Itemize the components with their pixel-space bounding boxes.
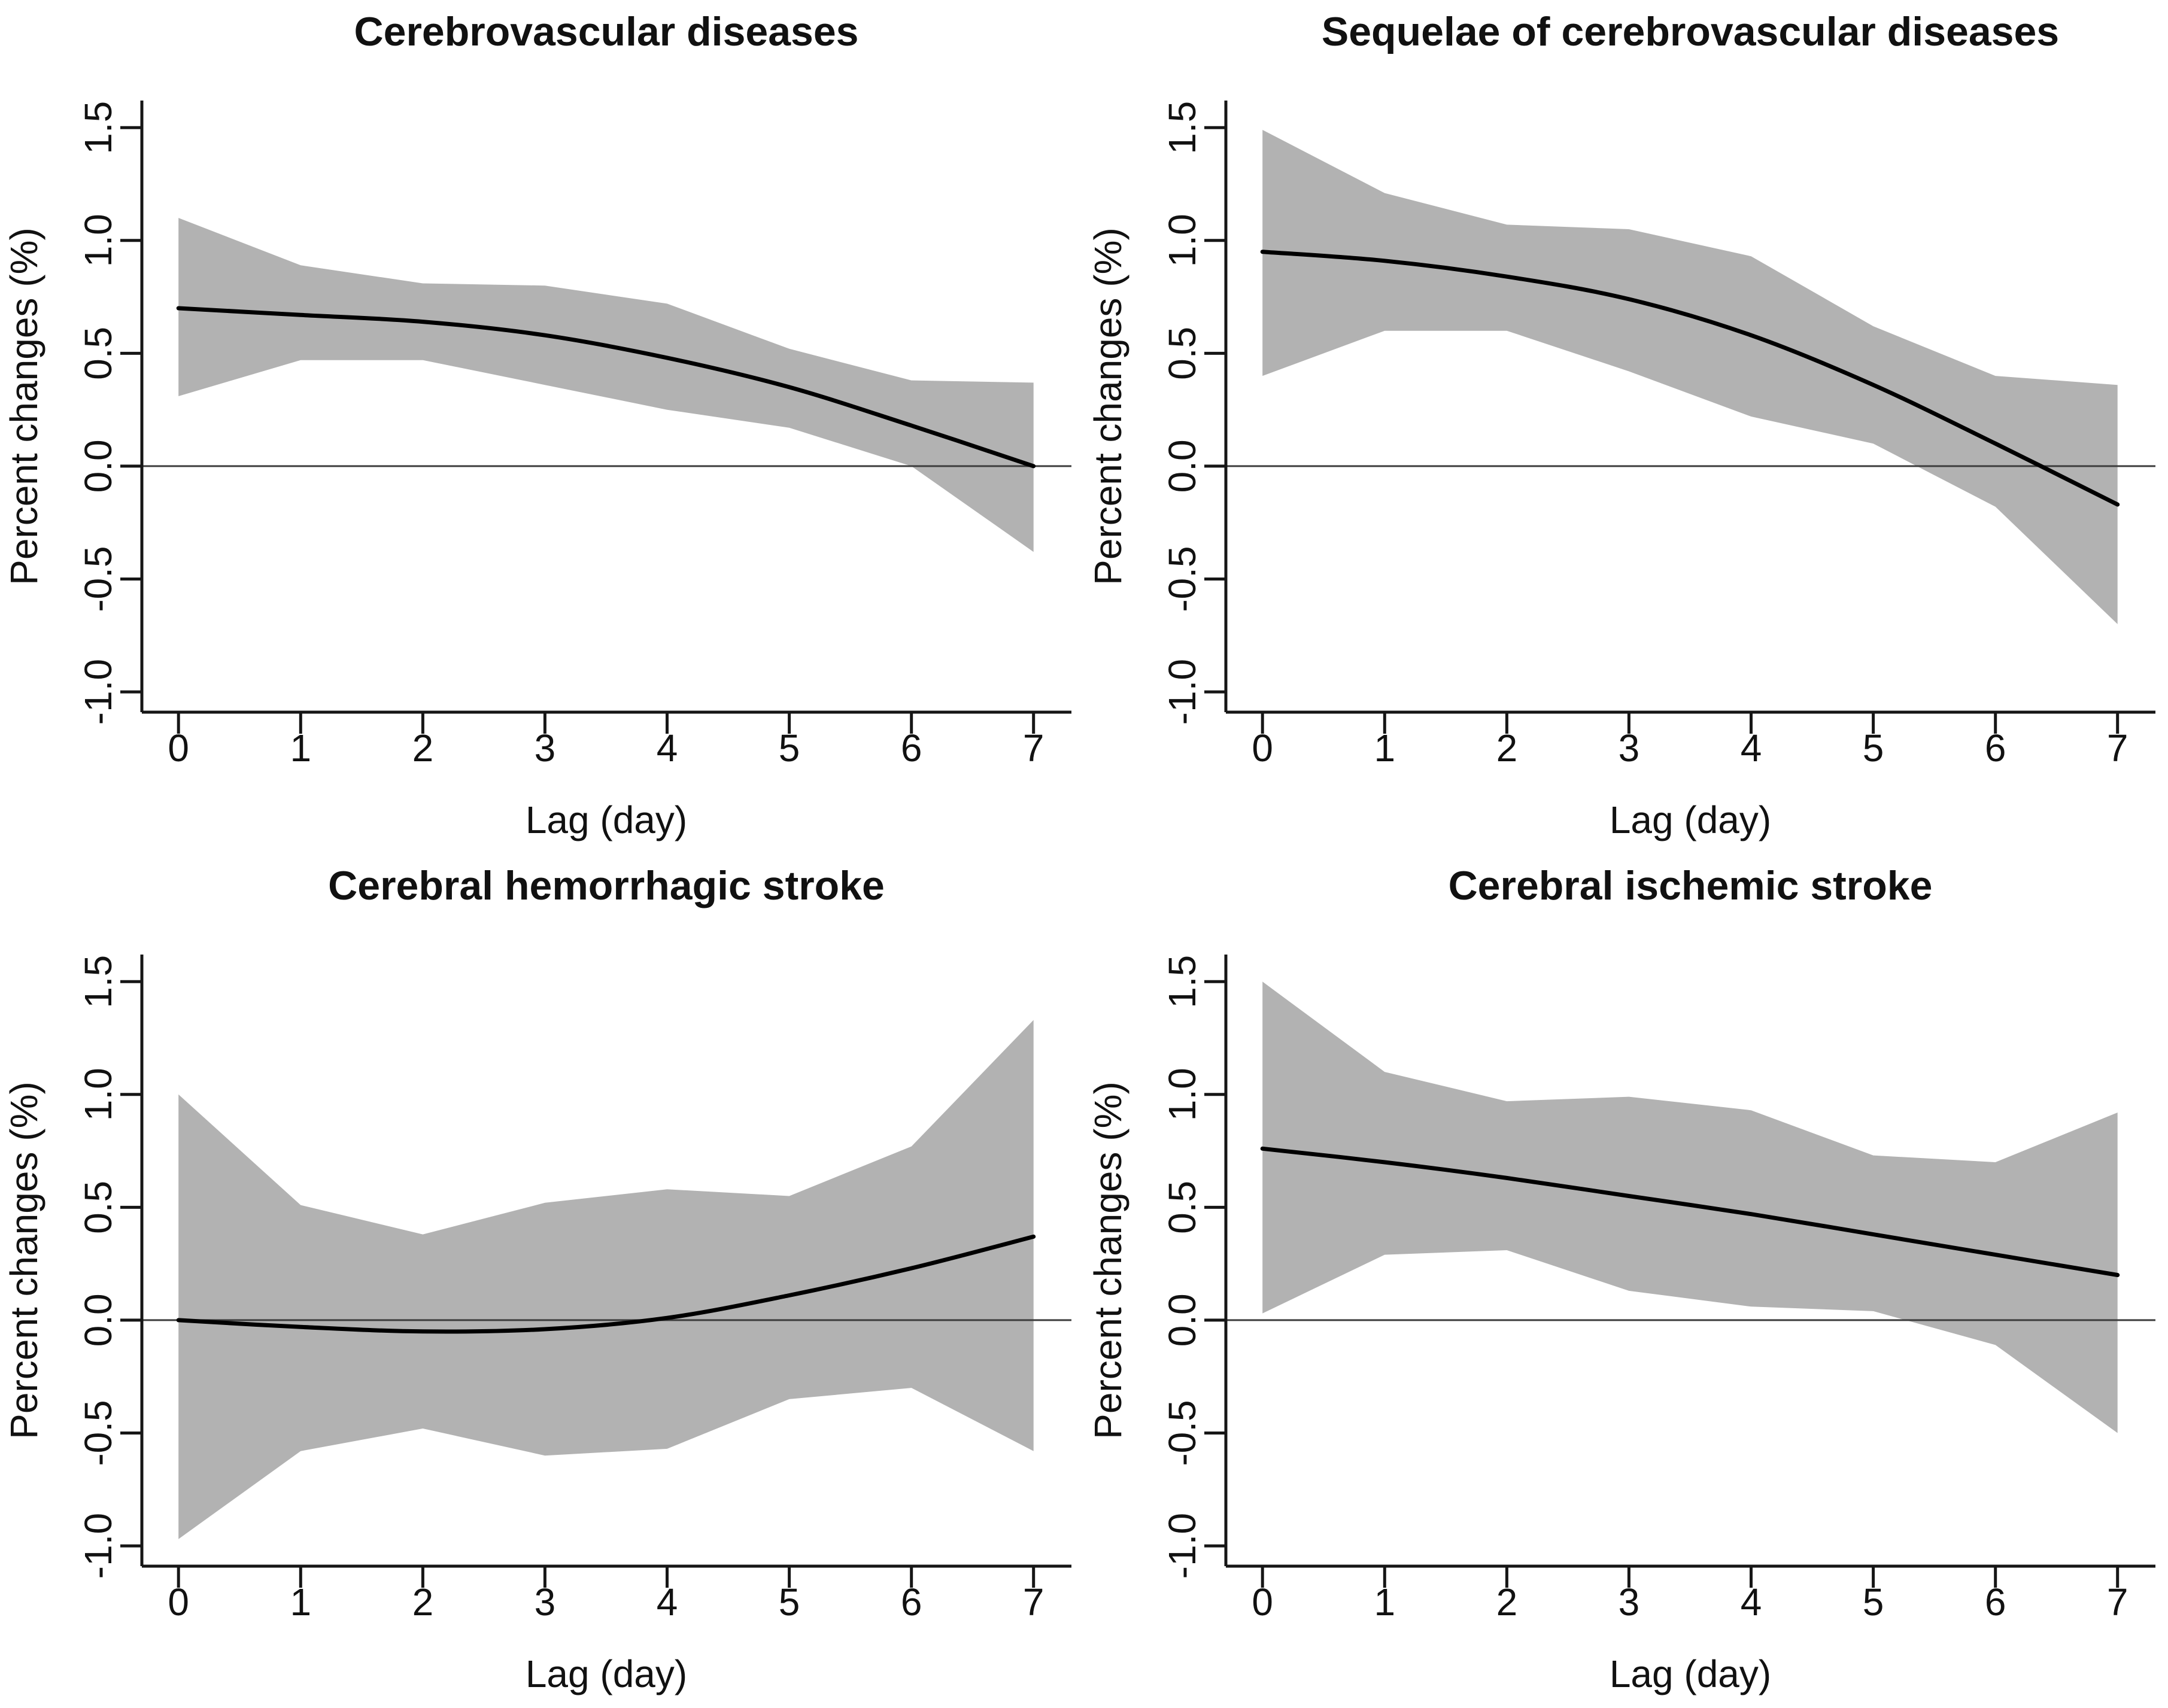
y-tick-label: 0.0 [77,439,120,493]
y-tick-label: 0.0 [1161,1293,1204,1347]
chart-cerebrovascular-diseases: 0 1 2 3 4 5 6 7 -1.0 -0.5 0.0 0.5 1.0 1.5 Cerebrovascu… [2,9,1071,841]
y-tick-label: 0.5 [1161,327,1204,380]
x-tick-label: 4 [1741,1581,1762,1624]
x-tick-label: 7 [1023,727,1044,770]
x-tick-label: 7 [2107,1581,2128,1624]
y-tick-label: 1.5 [77,101,120,154]
y-tick-label: -0.5 [1161,1400,1204,1466]
x-tick-label: 1 [290,727,312,770]
panel-sequelae-of-cerebrovascular-diseases: 0 1 2 3 4 5 6 7 -1.0 -0.5 0.0 0.5 1.0 1.5 Sequelae of … [1084,0,2168,854]
x-tick-label: 6 [1985,727,2006,770]
y-tick-label: -1.0 [77,659,120,725]
y-tick-label: 0.5 [1161,1181,1204,1234]
y-tick-label: 0.0 [77,1293,120,1347]
y-tick-label: 1.0 [77,214,120,267]
x-tick-label: 7 [2107,727,2128,770]
x-tick-label: 0 [168,727,189,770]
estimate-line [1260,1146,2120,1277]
x-tick-label: 5 [779,1581,800,1624]
x-tick-label: 0 [1252,727,1273,770]
x-tick-label: 7 [1023,1581,1044,1624]
chart-cerebral-hemorrhagic-stroke: 0 1 2 3 4 5 6 7 -1.0 -0.5 0.0 0.5 1.0 1.5 Cerebral hem… [2,863,1071,1695]
y-axis-title: Percent changes (%) [1086,227,1129,585]
y-axis-title: Percent changes (%) [1086,1081,1129,1439]
y-tick-label: -1.0 [1161,659,1204,725]
y-tick-label: 1.0 [77,1068,120,1121]
x-tick-label: 2 [1496,727,1518,770]
y-tick-label: 1.5 [1161,101,1204,154]
x-tick-label: 5 [1863,727,1884,770]
estimate-line [176,1234,1036,1334]
x-tick-label: 0 [168,1581,189,1624]
x-tick-label: 1 [1374,727,1396,770]
confidence-band [1262,130,2118,624]
y-tick-label: 1.5 [77,955,120,1008]
x-tick-label: 2 [1496,1581,1518,1624]
chart-title: Sequelae of cerebrovascular diseases [1322,9,2059,54]
y-tick-label: -1.0 [77,1513,120,1579]
y-tick-label: -1.0 [1161,1513,1204,1579]
x-axis-title: Lag (day) [526,798,687,841]
y-axis-title: Percent changes (%) [2,1081,45,1439]
chart-sequelae-of-cerebrovascular-diseases: 0 1 2 3 4 5 6 7 -1.0 -0.5 0.0 0.5 1.0 1.5 Sequelae of … [1086,9,2155,841]
x-tick-label: 3 [535,1581,556,1624]
y-tick-label: 0.5 [77,1181,120,1234]
panel-cerebral-ischemic-stroke: 0 1 2 3 4 5 6 7 -1.0 -0.5 0.0 0.5 1.0 1.5 Cerebral isc… [1084,854,2168,1708]
x-axis-title: Lag (day) [526,1652,687,1695]
chart-title: Cerebral ischemic stroke [1449,863,1933,908]
x-tick-label: 1 [1374,1581,1396,1624]
confidence-band [178,218,1034,552]
x-tick-label: 3 [535,727,556,770]
y-tick-label: 0.5 [77,327,120,380]
panel-cerebrovascular-diseases: 0 1 2 3 4 5 6 7 -1.0 -0.5 0.0 0.5 1.0 1.5 Cerebrovascu… [0,0,1084,854]
y-tick-label: 1.5 [1161,955,1204,1008]
estimate-line [176,306,1036,469]
y-tick-label: 1.0 [1161,1068,1204,1121]
x-tick-label: 2 [412,727,434,770]
x-tick-label: 5 [1863,1581,1884,1624]
x-axis-title: Lag (day) [1610,1652,1771,1695]
y-axis-title: Percent changes (%) [2,227,45,585]
y-tick-label: -0.5 [1161,546,1204,612]
panel-cerebral-hemorrhagic-stroke: 0 1 2 3 4 5 6 7 -1.0 -0.5 0.0 0.5 1.0 1.5 Cerebral hem… [0,854,1084,1708]
y-tick-label: 0.0 [1161,439,1204,493]
x-tick-label: 3 [1619,1581,1640,1624]
x-tick-label: 4 [657,1581,678,1624]
y-tick-label: -0.5 [77,1400,120,1466]
x-tick-label: 2 [412,1581,434,1624]
confidence-band [1262,981,2118,1433]
x-tick-label: 0 [1252,1581,1273,1624]
x-tick-label: 1 [290,1581,312,1624]
confidence-band [178,1020,1034,1539]
x-tick-label: 6 [901,1581,922,1624]
x-tick-label: 4 [657,727,678,770]
chart-title: Cerebrovascular diseases [354,9,859,54]
chart-title: Cerebral hemorrhagic stroke [328,863,885,908]
x-tick-label: 4 [1741,727,1762,770]
x-tick-label: 3 [1619,727,1640,770]
y-tick-label: 1.0 [1161,214,1204,267]
chart-cerebral-ischemic-stroke: 0 1 2 3 4 5 6 7 -1.0 -0.5 0.0 0.5 1.0 1.5 Cerebral isc… [1086,863,2155,1695]
x-axis-title: Lag (day) [1610,798,1771,841]
x-tick-label: 6 [1985,1581,2006,1624]
x-tick-label: 6 [901,727,922,770]
x-tick-label: 5 [779,727,800,770]
y-tick-label: -0.5 [77,546,120,612]
estimate-line [1260,250,2120,507]
